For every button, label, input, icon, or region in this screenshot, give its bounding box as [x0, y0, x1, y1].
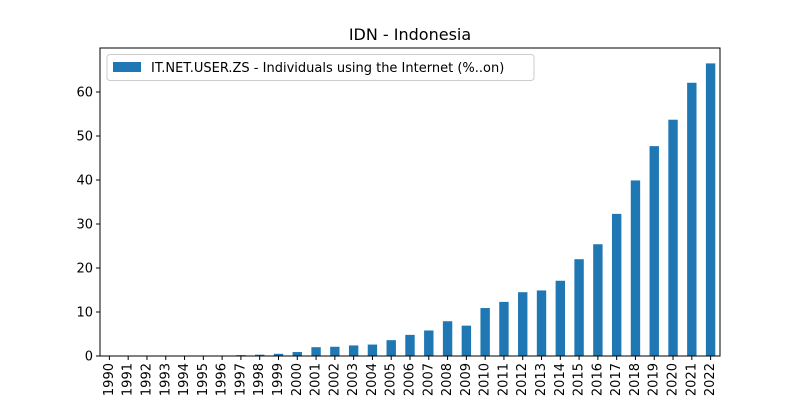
- bar-2015: [574, 259, 584, 356]
- bar-2004: [367, 344, 378, 356]
- chart-title: IDN - Indonesia: [349, 25, 471, 44]
- x-tick-label: 2021: [684, 363, 699, 396]
- bar-2014: [555, 280, 565, 356]
- bar-2018: [630, 180, 641, 356]
- x-tick-label: 1990: [102, 363, 117, 396]
- x-tick-label: 2018: [628, 363, 643, 396]
- y-tick-label: 0: [85, 350, 93, 365]
- x-tick-label: 1999: [271, 363, 286, 396]
- y-tick-label: 30: [76, 218, 93, 233]
- y-tick-label: 40: [76, 174, 93, 189]
- legend: IT.NET.USER.ZS - Individuals using the I…: [106, 54, 535, 81]
- bar-2016: [593, 244, 603, 356]
- x-tick-label: 2005: [384, 363, 399, 396]
- x-tick-label: 2000: [290, 363, 305, 396]
- x-tick-label: 2016: [590, 363, 605, 396]
- bar-2012: [518, 292, 528, 356]
- x-tick-label: 2019: [647, 363, 662, 396]
- bar-2000: [292, 352, 302, 356]
- x-tick-label: 2008: [440, 363, 455, 396]
- x-tick-label: 2017: [609, 363, 624, 396]
- legend-swatch: [113, 62, 141, 72]
- bar-2005: [386, 340, 396, 356]
- x-tick-label: 2006: [403, 363, 418, 396]
- bar-1998: [255, 354, 265, 356]
- bar-2002: [330, 346, 340, 356]
- bar-2009: [461, 325, 472, 356]
- bar-1999: [273, 353, 284, 356]
- bar-2017: [611, 213, 622, 356]
- x-axis: 1990 1991 1992 1993 1994 1995 1996 1997 1998 1999…: [102, 356, 718, 396]
- x-tick-label: 1997: [233, 363, 248, 396]
- bar-2019: [649, 146, 659, 356]
- x-tick-label: 2001: [309, 363, 324, 396]
- bar-2013: [536, 290, 547, 356]
- bar-2007: [424, 330, 434, 356]
- x-tick-label: 2011: [496, 363, 511, 396]
- x-tick-label: 2015: [572, 363, 587, 396]
- x-tick-label: 1996: [215, 363, 230, 396]
- x-tick-label: 2010: [478, 363, 493, 396]
- y-tick-label: 50: [76, 130, 93, 145]
- x-tick-label: 2009: [459, 363, 474, 396]
- bar-2010: [480, 308, 490, 356]
- x-tick-label: 1992: [139, 363, 154, 396]
- x-tick-label: 2013: [534, 363, 549, 396]
- bar-2020: [668, 119, 678, 356]
- x-tick-label: 1998: [252, 363, 267, 396]
- x-tick-label: 2004: [365, 363, 380, 396]
- bar-2006: [405, 334, 415, 356]
- x-tick-label: 2012: [515, 363, 530, 396]
- bar-2022: [705, 63, 716, 357]
- bar-2011: [499, 301, 509, 356]
- x-tick-label: 1995: [196, 363, 211, 396]
- x-tick-label: 2014: [553, 363, 568, 396]
- y-tick-label: 20: [76, 262, 93, 277]
- bar-2001: [311, 347, 321, 356]
- bar-2008: [442, 321, 453, 356]
- x-tick-label: 2007: [421, 363, 436, 396]
- bar-2021: [687, 82, 697, 356]
- x-tick-label: 2020: [666, 363, 681, 396]
- bars: [179, 63, 716, 357]
- x-tick-label: 2022: [703, 363, 718, 396]
- y-tick-label: 60: [76, 86, 93, 101]
- bar-2003: [348, 345, 359, 356]
- x-tick-label: 2002: [327, 363, 342, 396]
- legend-box: [106, 54, 535, 81]
- x-tick-label: 1991: [121, 363, 136, 396]
- plot-frame: [99, 47, 721, 357]
- x-tick-label: 2003: [346, 363, 361, 396]
- x-tick-label: 1993: [158, 363, 173, 396]
- legend-label: IT.NET.USER.ZS - Individuals using the I…: [151, 61, 504, 76]
- x-tick-label: 1994: [177, 363, 192, 396]
- y-axis: 0 10 20 30 40 50 60: [76, 86, 100, 365]
- y-tick-label: 10: [76, 306, 93, 321]
